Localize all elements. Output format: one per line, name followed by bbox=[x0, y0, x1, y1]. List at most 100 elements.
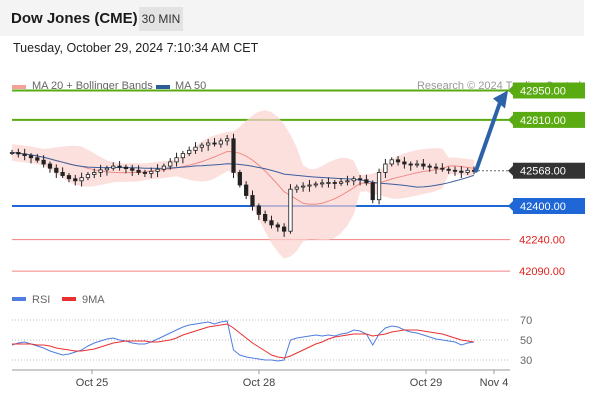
candle-body bbox=[237, 171, 242, 186]
candle-body bbox=[60, 171, 65, 176]
price-candle bbox=[440, 163, 445, 172]
price-candle bbox=[47, 161, 53, 173]
rsi-tick-label: 50 bbox=[520, 335, 532, 347]
candle-body bbox=[180, 153, 185, 159]
candle-body bbox=[326, 182, 331, 184]
candle-body bbox=[414, 163, 420, 166]
price-candle bbox=[237, 169, 242, 188]
level-label-text: 42810.00 bbox=[520, 115, 566, 127]
price-candle bbox=[408, 161, 413, 171]
level-label-pointer bbox=[508, 85, 513, 96]
timeframe-badge[interactable]: 30 MIN bbox=[139, 7, 183, 31]
candle-body bbox=[440, 167, 445, 170]
price-candle bbox=[73, 174, 78, 186]
price-candle bbox=[212, 137, 217, 147]
price-candle bbox=[180, 150, 185, 164]
price-candle bbox=[313, 181, 318, 188]
price-candle bbox=[28, 153, 34, 164]
price-chart: 42950.00 42810.00 42568.00 42400.00 42240.00… bbox=[9, 82, 585, 278]
price-candle bbox=[244, 181, 249, 200]
price-candle bbox=[60, 167, 65, 179]
candle-body bbox=[446, 168, 451, 171]
candle-body bbox=[47, 163, 53, 169]
candle-body bbox=[155, 168, 160, 172]
price-candle bbox=[117, 161, 122, 171]
candle-body bbox=[269, 220, 274, 226]
price-candle bbox=[301, 182, 306, 192]
price-candle bbox=[123, 164, 129, 174]
rsi-legend-swatch bbox=[12, 297, 26, 301]
time-axis-label: Oct 25 bbox=[76, 377, 108, 389]
price-candle bbox=[130, 164, 135, 176]
rsi-line bbox=[11, 320, 475, 362]
price-candle bbox=[427, 163, 432, 172]
price-candle bbox=[446, 166, 451, 174]
time-axis-label: Oct 29 bbox=[410, 377, 442, 389]
candle-body bbox=[332, 182, 337, 184]
candle-body bbox=[294, 186, 299, 190]
candle-body bbox=[282, 226, 287, 232]
candle-body bbox=[206, 142, 211, 146]
price-candle bbox=[402, 156, 407, 169]
level-label-text: 42950.00 bbox=[520, 86, 566, 98]
price-candle bbox=[187, 146, 192, 157]
ma50-swatch bbox=[156, 85, 170, 89]
ma50-legend-label: MA 50 bbox=[175, 80, 207, 92]
price-candle bbox=[79, 172, 84, 187]
candle-body bbox=[104, 167, 110, 171]
candle-body bbox=[193, 146, 198, 151]
candle-body bbox=[370, 182, 375, 201]
price-candle bbox=[54, 164, 59, 179]
price-candle bbox=[85, 171, 91, 181]
ma20-line bbox=[11, 150, 475, 205]
price-candle bbox=[9, 149, 15, 155]
level-label-box bbox=[513, 162, 585, 179]
candle-body bbox=[452, 169, 458, 172]
projection-arrowhead bbox=[493, 90, 508, 109]
candle-body bbox=[92, 171, 97, 175]
candle-body bbox=[364, 179, 369, 184]
header-bar: Dow Jones (CME) 30 MIN bbox=[0, 0, 584, 36]
candle-body bbox=[123, 166, 129, 170]
candle-body bbox=[117, 165, 122, 168]
level-label-box bbox=[513, 111, 585, 128]
candle-body bbox=[79, 177, 84, 182]
candle-body bbox=[313, 183, 318, 186]
rsi-tick-label: 30 bbox=[520, 355, 532, 367]
candle-body bbox=[22, 153, 27, 156]
price-candle bbox=[452, 166, 458, 176]
ma50-line bbox=[11, 151, 475, 188]
price-candle bbox=[459, 166, 464, 179]
candle-body bbox=[73, 178, 78, 182]
candle-body bbox=[427, 165, 432, 168]
price-candle bbox=[395, 156, 401, 166]
candle-body bbox=[345, 180, 350, 183]
price-candle bbox=[168, 158, 173, 170]
ma20-legend-label: MA 20 + Bollinger Bands bbox=[32, 80, 153, 92]
candle-body bbox=[395, 159, 401, 163]
candle-body bbox=[41, 159, 46, 165]
price-candle bbox=[351, 176, 356, 186]
ma20-swatch bbox=[12, 85, 26, 89]
level-label-text: 42400.00 bbox=[520, 201, 566, 213]
candle-body bbox=[351, 178, 356, 182]
price-candle bbox=[231, 133, 236, 179]
price-candle bbox=[414, 160, 420, 168]
candle-body bbox=[149, 170, 154, 174]
candle-body bbox=[54, 167, 59, 173]
candle-body bbox=[319, 182, 325, 185]
candle-body bbox=[459, 170, 464, 173]
support-level-label: 42240.00 bbox=[519, 235, 565, 247]
price-candle bbox=[256, 203, 261, 221]
price-candle bbox=[136, 165, 141, 175]
candle-body bbox=[225, 138, 230, 142]
candle-body bbox=[66, 175, 72, 180]
price-candle bbox=[104, 165, 110, 176]
candle-body bbox=[35, 157, 40, 161]
candle-body bbox=[275, 224, 280, 228]
price-candle bbox=[421, 158, 426, 170]
level-label-box bbox=[513, 82, 585, 99]
candle-body bbox=[16, 152, 21, 155]
price-candle bbox=[376, 168, 382, 205]
price-candle bbox=[193, 142, 198, 154]
